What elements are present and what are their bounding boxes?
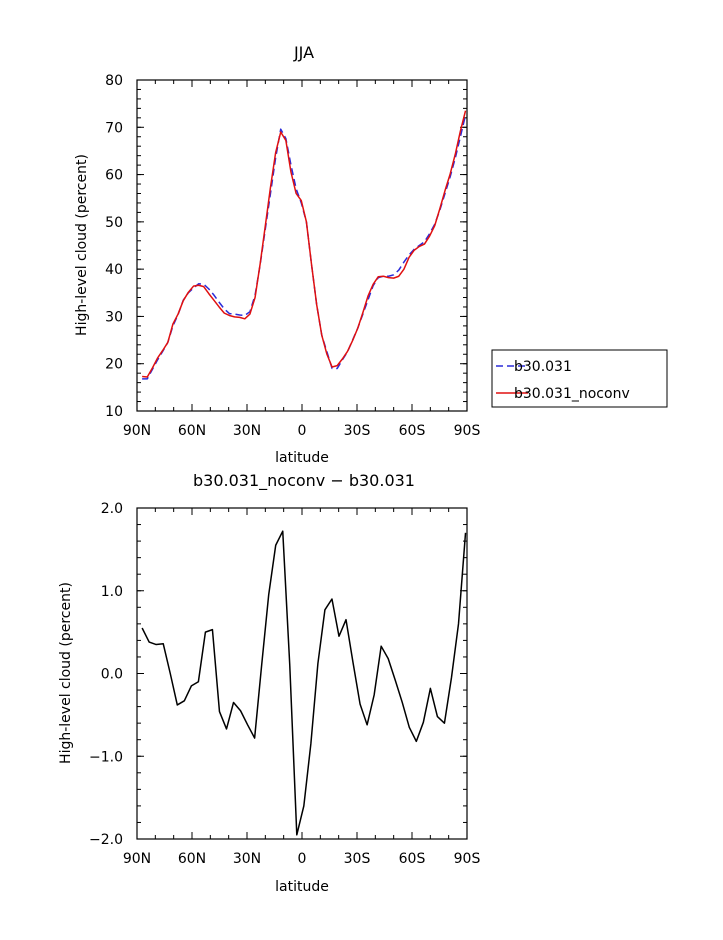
top-ytick-label: 50 xyxy=(105,215,123,231)
bottom-line-series-0 xyxy=(141,530,467,836)
top-ytick-label: 60 xyxy=(105,168,123,184)
top-panel: JJA 90N 60N 30N 0 30S 60S 90S1020304050607080 … xyxy=(74,43,668,466)
bottom-xtick-label: 30S xyxy=(344,851,371,867)
bottom-series-lines xyxy=(141,530,467,836)
top-ytick-label: 10 xyxy=(105,404,123,420)
top-ytick-label: 20 xyxy=(105,357,123,373)
top-plot-frame xyxy=(136,79,468,412)
legend: b30.031 b30.031_noconv xyxy=(491,349,668,408)
top-xtick-label: 90S xyxy=(454,423,481,439)
bottom-plot-frame xyxy=(136,507,468,840)
bottom-xtick-label: 90S xyxy=(454,851,481,867)
bottom-xtick-label: 90N xyxy=(123,851,151,867)
legend-label-b30-031-noconv: b30.031_noconv xyxy=(514,386,630,402)
top-xtick-label: 60S xyxy=(399,423,426,439)
top-x-axis-label: latitude xyxy=(275,450,329,466)
bottom-y-axis-label: High-level cloud (percent) xyxy=(58,582,74,764)
top-ytick-label: 40 xyxy=(105,262,123,278)
top-xtick-label: 30N xyxy=(233,423,261,439)
bottom-xtick-label: 30N xyxy=(233,851,261,867)
top-axis-ticks: 90N 60N 30N 0 30S 60S 90S 10 20 30 40 50 60 70 80 xyxy=(105,73,480,439)
top-series-lines xyxy=(142,110,467,380)
top-ytick-label: 70 xyxy=(105,120,123,136)
top-xtick-label: 30S xyxy=(344,423,371,439)
bottom-chart-title: b30.031_noconv − b30.031 xyxy=(193,471,415,491)
top-xtick-label: 90N xyxy=(123,423,151,439)
top-xtick-label: 0 xyxy=(298,423,307,439)
legend-label-b30-031: b30.031 xyxy=(514,359,572,375)
top-y-axis-label: High-level cloud (percent) xyxy=(74,154,90,336)
bottom-xtick-label: 60N xyxy=(178,851,206,867)
bottom-ytick-label: 0.0 xyxy=(101,667,123,683)
top-ytick-label: 80 xyxy=(105,73,123,89)
legend-box xyxy=(491,349,668,408)
top-line-b30-031 xyxy=(142,114,467,380)
bottom-xtick-label: 60S xyxy=(399,851,426,867)
bottom-ytick-label: 2.0 xyxy=(101,501,123,517)
bottom-ytick-label: −1.0 xyxy=(89,749,123,765)
top-line-b30-031-noconv xyxy=(142,110,467,378)
top-xtick-label: 60N xyxy=(178,423,206,439)
bottom-x-axis-label: latitude xyxy=(275,879,329,895)
bottom-ytick-label: 1.0 xyxy=(101,584,123,600)
bottom-xtick-label: 0 xyxy=(298,851,307,867)
top-ytick-label: 30 xyxy=(105,309,123,325)
bottom-ytick-label: −2.0 xyxy=(89,832,123,848)
bottom-axis-ticks: 90N 60N 30N 0 30S 60S 90S −2.0 −1.0 0.0 1.0 2.0 xyxy=(89,501,480,867)
bottom-panel: b30.031_noconv − b30.031 90N 60N 30N 0 30S 60… xyxy=(58,471,480,895)
top-chart-title: JJA xyxy=(293,43,314,62)
